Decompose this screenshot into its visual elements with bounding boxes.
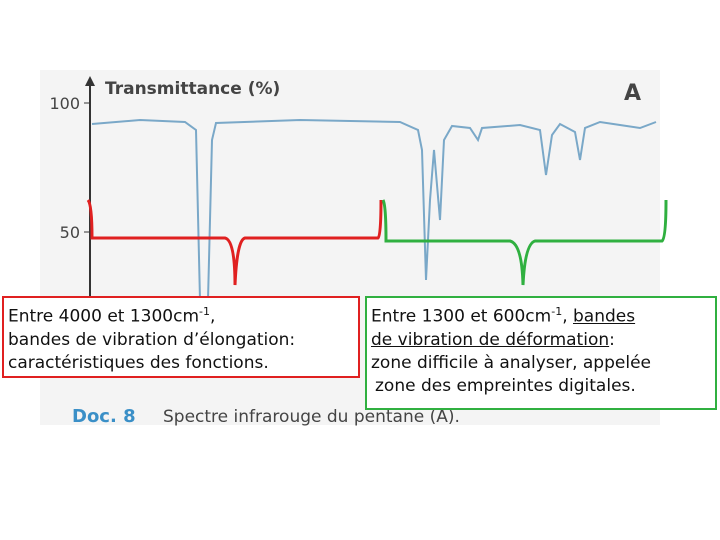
right-box: Entre 1300 et 600cm-1, bandes de vibrati… xyxy=(365,296,717,410)
caption-text: Spectre infrarouge du pentane (A). xyxy=(163,407,460,427)
text: , xyxy=(210,306,216,327)
text-line: de vibration de déformation: xyxy=(371,329,711,352)
superscript: -1 xyxy=(551,305,563,318)
axis-arrow xyxy=(85,76,95,86)
text-line: Entre 1300 et 600cm-1, bandes xyxy=(371,300,711,329)
left-box: Entre 4000 et 1300cm-1, bandes de vibrat… xyxy=(2,296,360,378)
text: bandes xyxy=(573,306,636,327)
text-line: caractéristiques des fonctions. xyxy=(8,352,269,373)
text: : xyxy=(609,329,615,350)
bracket-right xyxy=(381,199,668,286)
sample-label: A xyxy=(624,81,641,106)
text: Entre 4000 et 1300cm xyxy=(8,306,200,327)
text-line: zone des empreintes digitales. xyxy=(375,375,636,396)
text-line: zone difficile à analyser, appelée xyxy=(371,352,651,373)
text: , xyxy=(562,306,568,327)
text-line: Entre 4000 et 1300cm-1, xyxy=(8,300,354,329)
caption-label: Doc. 8 xyxy=(72,406,136,427)
tick-label: 50 xyxy=(60,223,80,242)
text: de vibration de déformation xyxy=(371,329,610,350)
y-axis-label: Transmittance (%) xyxy=(105,79,280,99)
text: Entre 1300 et 600cm xyxy=(371,306,552,327)
tick-label: 100 xyxy=(49,94,80,113)
bracket-left xyxy=(86,199,383,286)
superscript: -1 xyxy=(199,305,210,318)
text-line: bandes de vibration d’élongation: xyxy=(8,329,296,350)
